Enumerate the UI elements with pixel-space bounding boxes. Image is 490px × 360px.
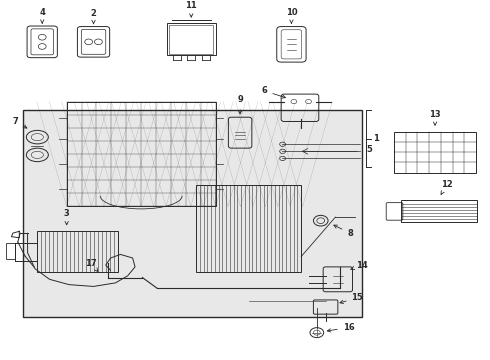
Text: 6: 6: [262, 86, 286, 98]
Text: 1: 1: [373, 134, 379, 143]
Text: 17: 17: [85, 259, 98, 271]
Bar: [67, 102, 216, 206]
Text: 14: 14: [351, 261, 368, 270]
Text: 8: 8: [334, 225, 353, 238]
Text: 4: 4: [39, 8, 45, 23]
Text: 15: 15: [340, 293, 363, 303]
Text: 12: 12: [441, 180, 453, 194]
Bar: [394, 132, 476, 173]
Text: 10: 10: [286, 8, 297, 23]
Text: 13: 13: [429, 109, 441, 125]
Bar: [196, 185, 301, 272]
Text: 16: 16: [327, 323, 354, 332]
Text: 3: 3: [64, 209, 70, 225]
Bar: [23, 111, 362, 317]
Bar: [167, 23, 216, 55]
Text: 2: 2: [91, 9, 97, 24]
Bar: [5, 243, 15, 259]
Text: 7: 7: [12, 117, 27, 128]
Text: 11: 11: [185, 1, 197, 17]
Bar: [401, 201, 477, 222]
Text: 9: 9: [237, 95, 243, 114]
Bar: [37, 231, 118, 272]
Text: 5: 5: [366, 145, 372, 154]
Bar: [169, 25, 213, 54]
